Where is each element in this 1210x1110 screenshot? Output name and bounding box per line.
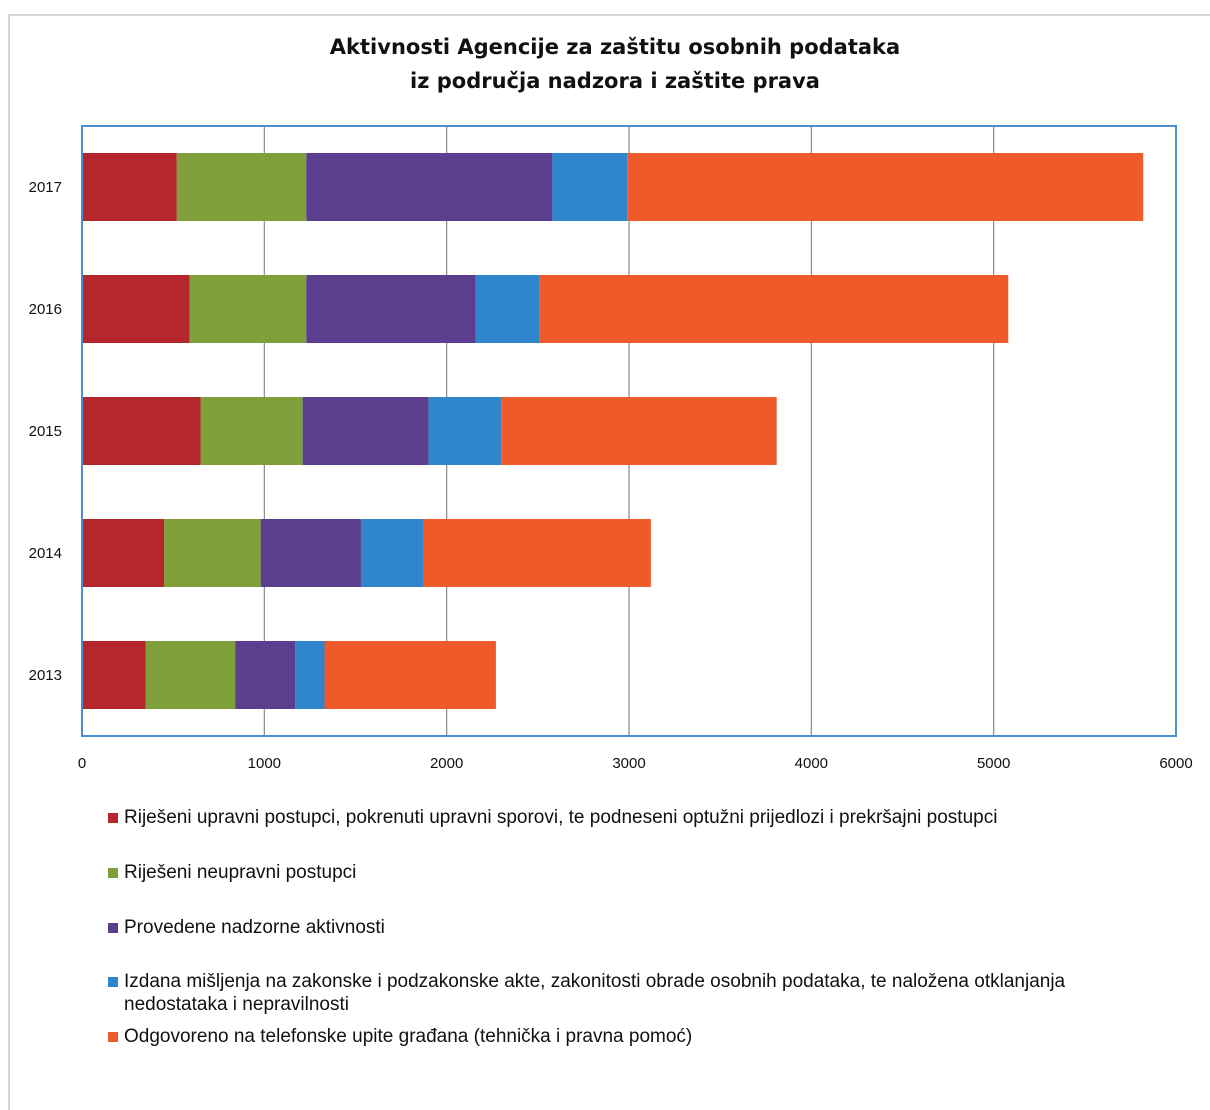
plot-area-border [81, 125, 1177, 737]
axis-labels: 0 1000 2000 3000 4000 5000 6000 2017 2016 2015 201… [29, 179, 1193, 772]
y-category-label: 2017 [29, 179, 62, 196]
bar-segment-2013-series-2 [145, 641, 236, 709]
bar-segment-2017-series-4 [552, 153, 628, 221]
bar-segments [82, 153, 1144, 709]
legend-swatch [108, 977, 118, 987]
bar-segment-2016-series-2 [189, 275, 307, 343]
legend-item: Riješeni upravni postupci, pokrenuti upr… [108, 806, 997, 829]
legend-label: Riješeni upravni postupci, pokrenuti upr… [124, 807, 998, 828]
legend-label: Riješeni neupravni postupci [124, 862, 357, 883]
legend-item: Odgovoreno na telefonske upite građana (… [108, 1025, 692, 1048]
bar-segment-2014-series-2 [164, 519, 261, 587]
legend-label: Izdana mišljenja na zakonske i podzakons… [124, 971, 1066, 1015]
bar-segment-2014-series-4 [360, 519, 423, 587]
legend-swatch [108, 813, 118, 823]
page-frame [8, 14, 1210, 1110]
bar-segment-2013-series-1 [82, 641, 146, 709]
bar-segment-2016-series-3 [306, 275, 476, 343]
legend-swatch [108, 1032, 118, 1042]
x-tick-label: 4000 [795, 755, 828, 772]
bar-segment-2013-series-4 [295, 641, 325, 709]
bar-segment-2016-series-1 [82, 275, 190, 343]
legend-swatch [108, 868, 118, 878]
bar-segment-2017-series-3 [306, 153, 553, 221]
bar-segment-2014-series-3 [260, 519, 361, 587]
legend-label: Odgovoreno na telefonske upite građana (… [124, 1026, 693, 1047]
bar-segment-2015-series-4 [428, 397, 502, 465]
x-tick-label: 0 [78, 755, 86, 772]
legend-item: Izdana mišljenja na zakonske i podzakons… [108, 970, 1124, 1016]
bar-segment-2017-series-1 [82, 153, 177, 221]
x-tick-label: 5000 [977, 755, 1010, 772]
legend-item: Provedene nadzorne aktivnosti [108, 916, 385, 939]
bar-segment-2016-series-5 [539, 275, 1009, 343]
bar-segment-2015-series-1 [82, 397, 201, 465]
legend-swatch [108, 923, 118, 933]
chart-subtitle: iz područja nadzora i zaštite prava [410, 69, 820, 93]
x-tick-label: 2000 [430, 755, 463, 772]
chart-title: Aktivnosti Agencije za zaštitu osobnih p… [0, 30, 1210, 98]
bar-segment-2014-series-5 [422, 519, 651, 587]
bar-segment-2016-series-4 [475, 275, 540, 343]
x-tick-label: 6000 [1159, 755, 1192, 772]
bar-segment-2015-series-5 [501, 397, 777, 465]
x-tick-label: 1000 [248, 755, 281, 772]
bar-segment-2014-series-1 [82, 519, 165, 587]
legend-item: Riješeni neupravni postupci [108, 861, 356, 884]
bar-chart: 0 1000 2000 3000 4000 5000 6000 2017 2016 2015 201… [29, 125, 1193, 772]
legend-label: Provedene nadzorne aktivnosti [124, 917, 385, 938]
bar-segment-2015-series-3 [302, 397, 429, 465]
chart-title-line-1: Aktivnosti Agencije za zaštitu osobnih p… [329, 35, 901, 59]
y-category-label: 2014 [29, 545, 62, 562]
y-category-label: 2013 [29, 667, 62, 684]
y-category-label: 2016 [29, 301, 62, 318]
y-category-label: 2015 [29, 423, 62, 440]
bar-segment-2013-series-3 [235, 641, 296, 709]
bar-segment-2017-series-2 [176, 153, 307, 221]
bar-segment-2013-series-5 [324, 641, 496, 709]
bar-segment-2017-series-5 [627, 153, 1144, 221]
bar-segment-2015-series-2 [200, 397, 303, 465]
x-tick-label: 3000 [612, 755, 645, 772]
